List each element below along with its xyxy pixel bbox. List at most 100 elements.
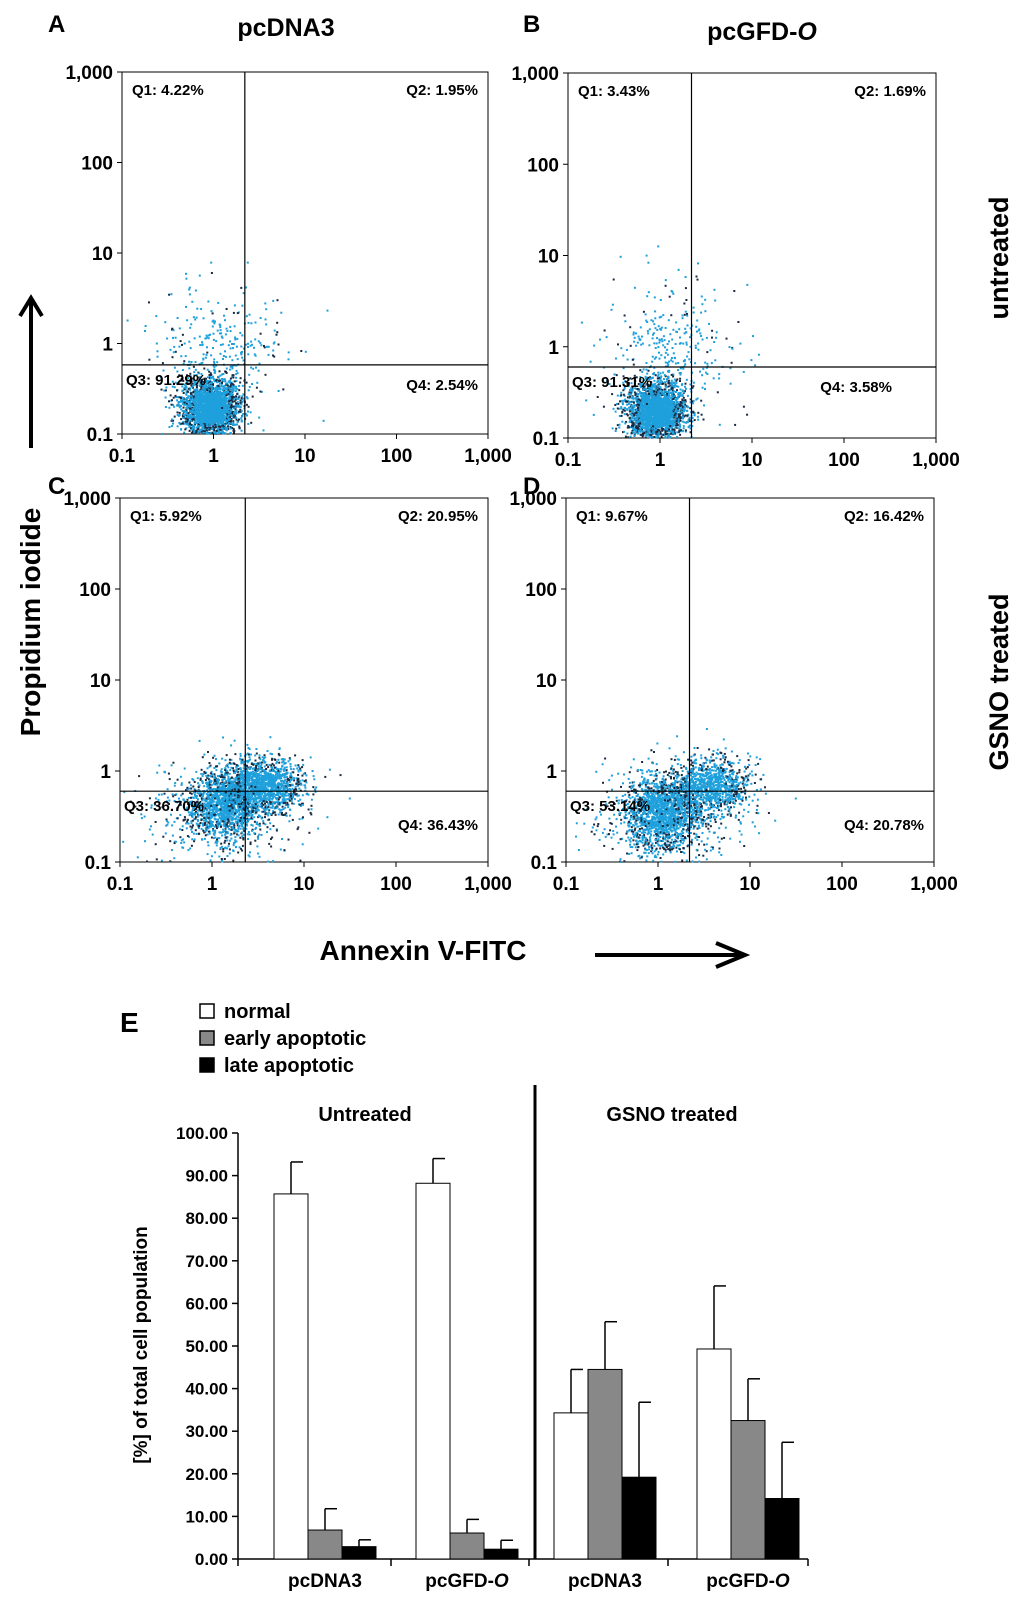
event-dot [666,370,669,373]
event-dot [198,400,200,403]
event-dot [241,304,244,307]
event-dot [659,327,662,330]
event-dot [231,410,234,413]
event-dot [224,370,227,373]
event-dot [219,404,222,407]
event-dot [188,379,191,382]
event-dot [262,429,265,432]
event-dot [232,374,235,377]
event-dot [198,372,201,375]
event-dot [641,408,643,411]
event-dot [193,424,196,427]
event-dot [215,407,218,409]
event-dot [188,417,191,420]
event-dot [216,381,218,384]
event-dot [198,393,201,396]
event-dot [192,413,195,416]
event-dot [631,424,633,427]
event-dot [663,397,666,400]
event-dot [681,420,684,423]
event-dot [715,336,718,339]
event-dot [224,355,227,358]
event-dot [211,394,214,397]
event-dot [201,380,203,383]
event-dot [191,377,194,380]
event-dot [637,426,640,429]
event-dot [207,432,210,435]
event-dot [249,344,252,347]
event-dot [209,380,212,383]
event-dot [226,411,229,414]
event-dot [229,413,232,415]
event-dot [646,428,649,431]
event-dot [641,425,644,428]
event-dot [207,390,210,393]
event-dot [666,432,669,435]
event-dot [659,299,662,301]
event-dot [225,387,227,390]
event-dot [210,377,212,380]
event-dot [652,332,655,335]
event-dot [219,374,222,377]
event-dot [649,365,652,368]
event-dot [652,413,655,416]
column-title-pcgfd-o: pcGFD-O [707,18,817,46]
event-dot [675,401,678,404]
event-dot [652,431,655,433]
event-dot [203,396,206,399]
event-dot [648,407,651,410]
event-dot [242,397,245,400]
event-dot [201,396,204,399]
event-dot [619,255,622,258]
event-dot [672,381,675,384]
event-dot [691,417,694,419]
event-dot [213,407,216,410]
event-dot [231,412,234,415]
event-dot [210,310,213,313]
event-dot [643,379,645,382]
event-dot [657,415,660,417]
event-dot [665,415,668,418]
event-dot [650,423,653,426]
event-dot [229,411,232,414]
event-dot [223,414,225,417]
event-dot [585,399,588,402]
event-dot [235,412,238,414]
event-dot [229,385,232,388]
event-dot [701,303,704,306]
event-dot [206,405,209,408]
event-dot [675,410,677,413]
event-dot [170,425,173,427]
event-dot [615,427,618,430]
event-dot [202,429,205,432]
event-dot [669,411,672,413]
event-dot [626,414,629,417]
event-dot [681,415,684,418]
event-dot [672,410,675,413]
event-dot [241,395,244,398]
event-dot [236,393,239,396]
event-dot [165,386,168,389]
event-dot [711,329,714,332]
event-dot [277,390,280,392]
event-dot [194,410,197,413]
event-dot [227,425,229,428]
event-dot [193,371,196,374]
event-dot [210,419,213,422]
event-dot [670,415,673,418]
event-dot [222,373,225,375]
event-dot [624,398,627,401]
event-dot [716,391,719,394]
event-dot [272,349,275,352]
panel-letter-d: D [523,473,540,500]
event-dot [629,377,632,380]
event-dot [236,420,239,423]
event-dot [265,308,268,311]
event-dot [234,338,237,341]
event-dot [663,378,665,381]
event-dot [224,395,227,398]
event-dot [322,419,325,422]
event-dot [208,370,211,373]
event-dot [241,398,244,401]
event-dot [663,421,666,424]
